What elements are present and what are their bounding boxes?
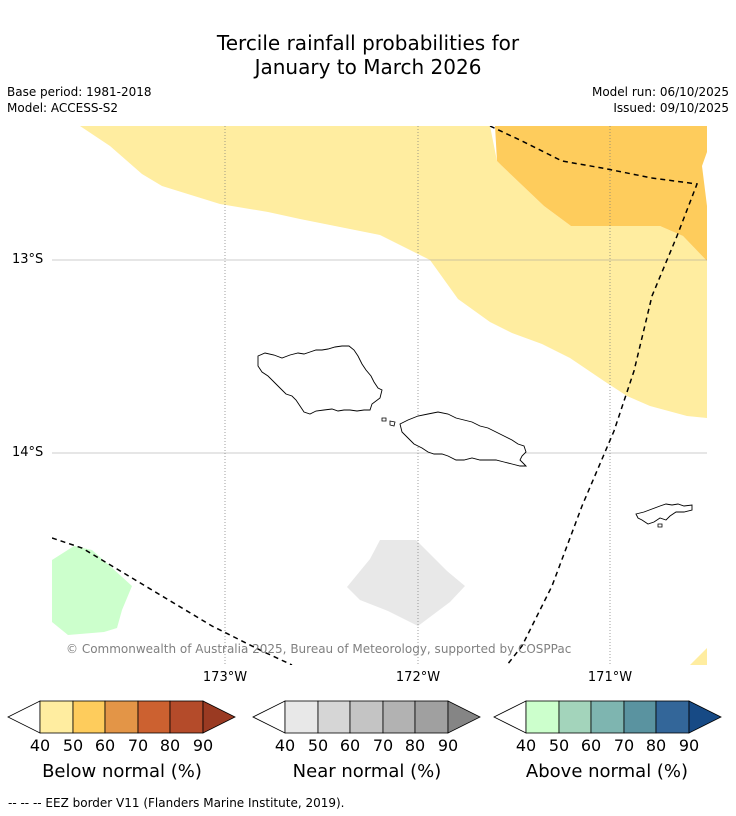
colorbars: 40 50 60 70 80 90 40 50 60 70 80 90 40 5… [7,700,722,755]
below-tick-90: 90 [193,736,213,755]
near-bin-80-90 [414,700,449,734]
lon-label-172w: 172°W [395,670,441,685]
map-panel: © Commonwealth of Australia 2025, Bureau… [52,126,707,665]
title-line-1: Tercile rainfall probabilities for [216,31,520,55]
below-bin-70-80 [137,700,171,734]
aunuu-island [657,523,663,528]
colorbar-above [493,700,722,734]
near-tick-70: 70 [373,736,393,755]
base-period: Base period: 1981-2018 [7,85,152,99]
below-normal-50-60-region [495,126,707,261]
near-bin-70-80 [382,700,416,734]
above-bin-60-70 [590,700,625,734]
near-over-arrow [447,700,481,734]
above-tick-50: 50 [549,736,569,755]
below-tick-50: 50 [63,736,83,755]
below-normal-label: Below normal (%) [42,761,202,782]
below-bin-50-60 [72,700,106,734]
above-bin-80-90 [655,700,690,734]
near-normal-40-50-region [347,540,465,626]
below-tick-60: 60 [95,736,115,755]
below-bin-40-50 [39,700,74,734]
above-bin-50-60 [558,700,592,734]
issued-date: Issued: 09/10/2025 [613,101,729,115]
apolima-island [381,417,387,422]
below-tick-80: 80 [160,736,180,755]
near-bin-50-60 [317,700,351,734]
eez-border-southwest [52,537,293,665]
tutuila-island [635,503,693,525]
upolu-island [399,411,528,467]
above-normal-40-50-region [52,546,132,635]
above-normal-label: Above normal (%) [525,761,689,782]
above-tick-90: 90 [679,736,699,755]
lat-label-13s: 13°S [12,252,44,267]
near-normal-label: Near normal (%) [292,761,442,782]
near-bin-60-70 [349,700,384,734]
near-under-arrow [252,700,286,734]
above-tick-60: 60 [581,736,601,755]
below-tick-70: 70 [128,736,148,755]
below-normal-40-50-patch [690,648,707,665]
map-svg: © Commonwealth of Australia 2025, Bureau… [52,126,707,665]
manono-island [389,420,396,427]
above-bin-40-50 [525,700,560,734]
model-name: Model: ACCESS-S2 [7,101,119,115]
eez-legend: -- -- -- EEZ border V11 (Flanders Marine… [8,796,345,810]
above-tick-70: 70 [614,736,634,755]
below-over-arrow [202,700,236,734]
near-tick-50: 50 [308,736,328,755]
above-bin-70-80 [623,700,657,734]
colorbar-near [252,700,481,734]
lat-label-14s: 14°S [12,445,44,460]
model-run: Model run: 06/10/2025 [591,85,729,99]
copyright-text: © Commonwealth of Australia 2025, Bureau… [66,642,571,656]
near-tick-80: 80 [405,736,425,755]
eez-border-east [489,126,699,665]
lon-label-173w: 173°W [202,670,248,685]
above-over-arrow [688,700,722,734]
near-bin-40-50 [284,700,319,734]
below-normal-40-50-region [80,126,707,418]
near-tick-60: 60 [340,736,360,755]
below-tick-40: 40 [30,736,50,755]
title-line-2: January to March 2026 [254,55,482,79]
below-under-arrow [7,700,41,734]
savaii-island [257,345,383,415]
above-under-arrow [493,700,527,734]
near-tick-40: 40 [275,736,295,755]
colorbar-below [7,700,236,734]
below-bin-60-70 [104,700,139,734]
below-bin-80-90 [169,700,204,734]
lon-label-171w: 171°W [587,670,633,685]
above-tick-40: 40 [516,736,536,755]
near-tick-90: 90 [438,736,458,755]
above-tick-80: 80 [646,736,666,755]
